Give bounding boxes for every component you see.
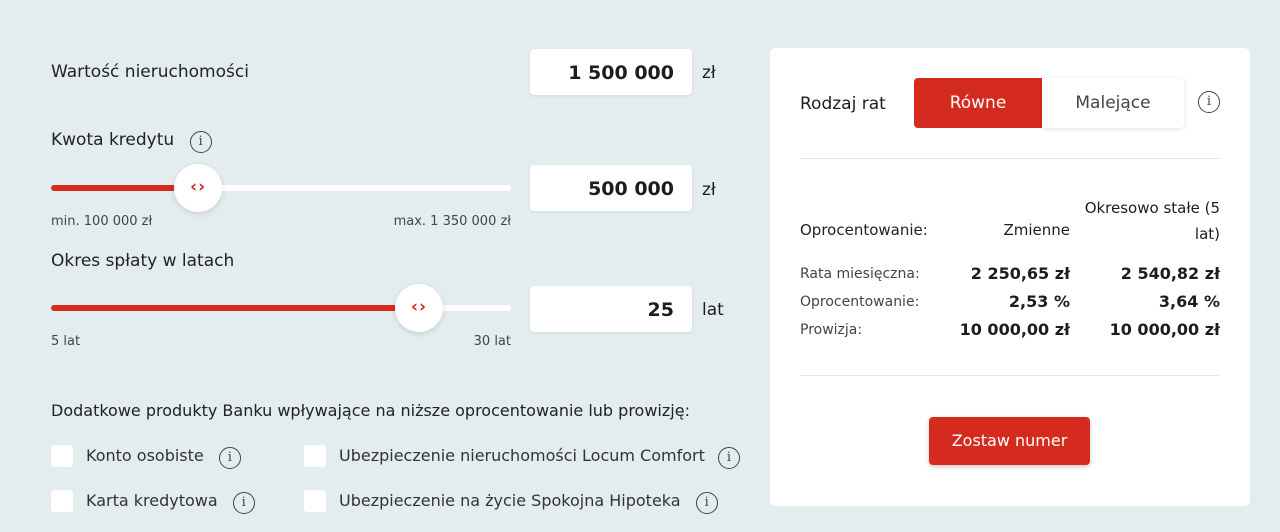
period-value-input[interactable]: 25 xyxy=(530,286,692,332)
info-icon[interactable]: i xyxy=(189,131,212,153)
loan-unit: zł xyxy=(702,180,716,200)
loan-slider[interactable]: ‹› xyxy=(51,164,511,212)
option-rowne[interactable]: Równe xyxy=(914,78,1042,128)
row-label: Prowizja: xyxy=(800,322,863,338)
property-value-input[interactable]: 1 500 000 xyxy=(530,49,692,95)
period-slider-fill xyxy=(51,305,419,311)
row-value: 2,53 % xyxy=(1008,292,1070,311)
row-value: 3,64 % xyxy=(1158,292,1220,311)
loan-min-label: min. 100 000 zł xyxy=(51,214,153,229)
loan-slider-fill xyxy=(51,185,199,191)
checkbox-label: Ubezpieczenie na życie Spokojna Hipoteka… xyxy=(339,491,718,514)
row-label: Oprocentowanie: xyxy=(800,294,920,310)
period-slider-thumb[interactable]: ‹› xyxy=(395,284,443,332)
option-malejace[interactable]: Malejące xyxy=(1042,78,1184,128)
checkbox-konto[interactable] xyxy=(51,445,73,467)
checkbox-locum[interactable] xyxy=(304,445,326,467)
period-unit: lat xyxy=(702,300,724,320)
checkbox-label: Konto osobiste i xyxy=(86,446,241,469)
period-label: Okres spłaty w latach xyxy=(51,251,235,271)
leave-number-button[interactable]: Zostaw numer xyxy=(929,417,1090,465)
period-slider[interactable]: ‹› xyxy=(51,284,511,332)
period-max-label: 30 lat xyxy=(473,334,511,349)
loan-slider-thumb[interactable]: ‹› xyxy=(174,164,223,212)
period-min-label: 5 lat xyxy=(51,334,81,349)
info-icon[interactable]: i xyxy=(695,492,718,514)
divider xyxy=(800,158,1220,159)
loan-value-input[interactable]: 500 000 xyxy=(530,165,692,211)
info-icon[interactable]: i xyxy=(717,447,740,469)
col-variable: Zmienne xyxy=(1003,221,1070,239)
checkbox-hipoteka[interactable] xyxy=(304,490,326,512)
checkbox-label: Ubezpieczenie nieruchomości Locum Comfor… xyxy=(339,446,740,469)
checkbox-label: Karta kredytowa i xyxy=(86,491,255,514)
loan-label-row: Kwota kredytu i xyxy=(51,130,212,153)
row-value: 10 000,00 zł xyxy=(1109,320,1220,339)
row-label: Rata miesięczna: xyxy=(800,266,920,282)
rate-header-label: Oprocentowanie: xyxy=(800,221,928,239)
installment-type-label: Rodzaj rat xyxy=(800,94,886,114)
property-unit: zł xyxy=(702,63,716,83)
info-icon[interactable]: i xyxy=(232,492,255,514)
extras-title: Dodatkowe produkty Banku wpływające na n… xyxy=(51,401,690,420)
row-value: 2 540,82 zł xyxy=(1120,264,1220,283)
row-value: 10 000,00 zł xyxy=(959,320,1070,339)
checkbox-karta[interactable] xyxy=(51,490,73,512)
loan-max-label: max. 1 350 000 zł xyxy=(393,214,511,229)
info-icon[interactable]: i xyxy=(1198,91,1220,113)
divider xyxy=(800,375,1220,376)
col-fixed: Okresowo stałe (5 lat) xyxy=(1084,199,1220,243)
property-label: Wartość nieruchomości xyxy=(51,62,249,82)
loan-label: Kwota kredytu xyxy=(51,130,175,150)
info-icon[interactable]: i xyxy=(218,447,241,469)
summary-panel: Rodzaj rat Równe Malejące i Oprocentowan… xyxy=(770,48,1250,506)
row-value: 2 250,65 zł xyxy=(970,264,1070,283)
